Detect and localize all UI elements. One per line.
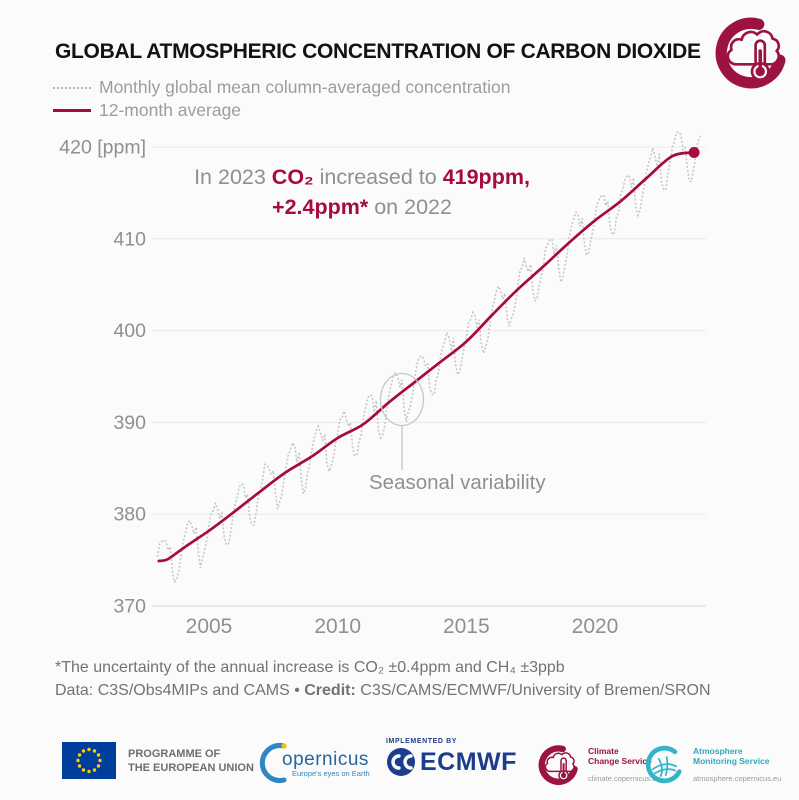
annotation-suffix: on 2022 — [368, 195, 452, 219]
y-tick-label: 420 [ppm] — [59, 137, 146, 159]
ecmwf-logo: IMPLEMENTED BY ECMWF — [386, 738, 517, 777]
climate-service-url: climate.copernicus.eu — [588, 774, 661, 783]
seasonal-variability-circle — [379, 372, 425, 427]
implemented-by-label: IMPLEMENTED BY — [386, 738, 458, 745]
uncertainty-footnote: *The uncertainty of the annual increase … — [55, 659, 565, 676]
dotted-line-swatch-icon — [53, 86, 91, 89]
x-tick-label: 2010 — [314, 615, 361, 638]
credits-label: Credit: — [304, 682, 356, 699]
eu-flag-stars — [76, 747, 102, 774]
y-tick-label: 370 — [113, 596, 146, 618]
eu-flag-icon — [62, 742, 116, 779]
annotation-gas: CO₂ — [271, 165, 314, 189]
increase-annotation: In 2023 CO₂ increased to 419ppm, +2.4ppm… — [147, 162, 577, 222]
climate-change-service-footer-logo: Climate Change Service climate.copernicu… — [536, 742, 661, 787]
y-tick-label: 390 — [113, 412, 146, 434]
annotation-prefix: In 2023 — [194, 165, 272, 189]
copernicus-logo: opernicus Europe's eyes on Earth — [250, 740, 370, 786]
ecmwf-wordmark: ECMWF — [420, 747, 517, 776]
copernicus-wordmark: opernicus — [282, 748, 369, 770]
legend-label-monthly: Monthly global mean column-averaged conc… — [99, 77, 511, 97]
copernicus-tagline: Europe's eyes on Earth — [292, 768, 370, 778]
annotation-delta: +2.4ppm* — [272, 195, 369, 219]
legend-item-monthly: Monthly global mean column-averaged conc… — [53, 76, 511, 99]
atmosphere-service-url: atmosphere.copernicus.eu — [693, 774, 782, 783]
footer-logos-row: PROGRAMME OF THE EUROPEAN UNION opernicu… — [0, 734, 799, 796]
seasonal-variability-label: Seasonal variability — [369, 471, 546, 494]
chart-legend: Monthly global mean column-averaged conc… — [53, 76, 511, 122]
atmosphere-monitoring-service-logo: Atmosphere Monitoring Service atmosphere… — [642, 742, 781, 787]
credits-data: Data: C3S/Obs4MIPs and CAMS • — [55, 682, 305, 699]
eu-programme-text: PROGRAMME OF THE EUROPEAN UNION — [128, 747, 254, 774]
credits-line: Data: C3S/Obs4MIPs and CAMS • Credit: C3… — [55, 679, 711, 702]
y-tick-label: 400 — [113, 320, 146, 342]
x-tick-label: 2015 — [443, 615, 490, 638]
ecmwf-icon — [387, 748, 415, 776]
solid-line-swatch-icon — [53, 109, 91, 112]
x-tick-label: 2005 — [186, 615, 233, 638]
climate-change-service-logo-icon — [710, 12, 794, 97]
legend-label-average: 12-month average — [99, 100, 242, 120]
atmosphere-service-icon — [642, 742, 687, 787]
copernicus-c-swoosh-icon — [259, 743, 287, 783]
end-point-marker — [688, 147, 700, 158]
x-tick-label: 2020 — [572, 615, 619, 638]
footnotes: *The uncertainty of the annual increase … — [55, 656, 711, 702]
credits-names: C3S/CAMS/ECMWF/University of Bremen/SRON — [355, 682, 711, 699]
annotation-middle: increased to — [313, 165, 443, 189]
climate-service-icon — [536, 742, 582, 787]
y-tick-label: 410 — [113, 228, 146, 250]
eu-programme-logo: PROGRAMME OF THE EUROPEAN UNION — [62, 742, 254, 779]
legend-item-average: 12-month average — [53, 99, 511, 122]
y-tick-label: 380 — [113, 504, 146, 526]
page-title: GLOBAL ATMOSPHERIC CONCENTRATION OF CARB… — [55, 40, 701, 64]
annotation-value: 419ppm, — [442, 165, 530, 189]
